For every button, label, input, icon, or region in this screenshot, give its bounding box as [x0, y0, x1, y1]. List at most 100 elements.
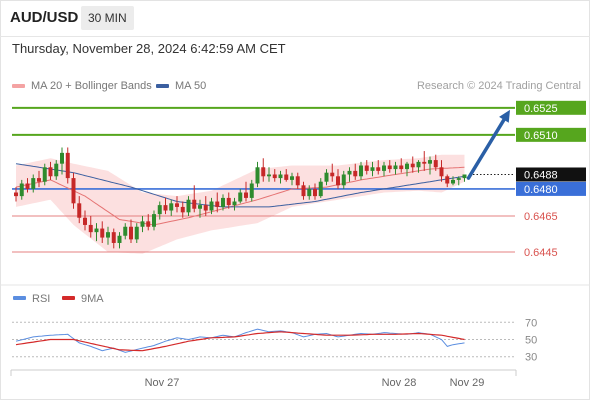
candle-body — [42, 167, 47, 182]
candle-body — [393, 165, 398, 170]
candle-body — [307, 188, 312, 197]
candle-body — [405, 163, 409, 170]
candle-body — [180, 206, 185, 213]
ma50-swatch-icon — [156, 84, 169, 89]
legend-label-ma50: MA 50 — [175, 80, 207, 92]
candle-body — [410, 163, 415, 168]
candle-body — [232, 201, 237, 206]
candles-layer — [14, 147, 467, 249]
candle-body — [152, 214, 156, 227]
candle-body — [117, 235, 122, 243]
candle-body — [330, 172, 335, 177]
candle-body — [295, 176, 300, 186]
last-price-tag-label: 0.6488 — [524, 169, 558, 181]
candle-body — [290, 176, 294, 180]
candle-body — [134, 226, 139, 240]
candle-body — [111, 232, 116, 243]
candle-body — [71, 178, 76, 204]
forecast-arrow-shaft — [466, 117, 507, 180]
candle-body — [209, 201, 214, 211]
candle-body — [88, 224, 93, 233]
candle-body — [169, 203, 174, 211]
moving-average-layer — [15, 163, 465, 226]
candle-body — [226, 197, 231, 206]
candle-body — [100, 228, 105, 238]
candle-body — [123, 226, 128, 236]
candle-body — [347, 170, 352, 175]
candle-body — [106, 232, 110, 238]
candle-body — [60, 152, 64, 164]
candle-body — [238, 192, 243, 202]
resistance-tag — [516, 127, 586, 142]
support-label: 0.6445 — [524, 247, 558, 259]
candle-body — [249, 183, 254, 198]
candle-body — [198, 205, 202, 209]
time-axis: Nov 27 Nov 28 Nov 29 — [10, 369, 517, 389]
candle-body — [175, 203, 179, 207]
candle-body — [267, 174, 271, 177]
candle-body — [215, 201, 220, 207]
candle-body — [244, 192, 248, 198]
rsi-line — [15, 328, 465, 353]
candle-body — [416, 161, 421, 168]
candle-body — [382, 165, 386, 171]
legend-item-ma20: MA 20 + Bollinger Bands — [12, 80, 152, 92]
candle-body — [54, 163, 59, 177]
rsi-tick-label: 30 — [525, 352, 537, 364]
candle-body — [163, 205, 168, 211]
candle-body — [456, 178, 461, 180]
candle-body — [301, 185, 306, 197]
timeframe-button[interactable]: 30 MIN — [81, 6, 134, 30]
candle-body — [192, 199, 197, 209]
candle-body — [25, 183, 30, 189]
candle-body — [439, 167, 444, 177]
rsi-ma-swatch-icon — [62, 296, 75, 300]
candle-body — [445, 176, 450, 184]
support-label: 0.6465 — [524, 211, 558, 223]
candle-body — [272, 174, 277, 179]
candle-body — [353, 170, 358, 177]
candle-body — [48, 167, 53, 177]
time-axis-label: Nov 29 — [450, 377, 485, 389]
candle-body — [203, 205, 208, 211]
candle-body — [65, 152, 70, 179]
candle-body — [399, 165, 404, 170]
candle-body — [255, 167, 260, 184]
candle-body — [157, 205, 162, 215]
last-price-tag — [516, 167, 586, 182]
rsi-ma-legend-label: 9MA — [81, 293, 104, 305]
rsi-legend-label: RSI — [32, 293, 50, 305]
candle-body — [359, 165, 363, 177]
candle-body — [94, 228, 99, 233]
candle-body — [376, 167, 381, 171]
level-labels-layer: 0.6525 0.6510 0.6488 0.6480 0.6465 0.6445 — [516, 100, 586, 259]
candle-body — [278, 174, 283, 179]
legend-item-ma50: MA 50 — [156, 80, 206, 92]
candle-body — [336, 176, 340, 186]
ma50-line — [15, 163, 465, 208]
candle-body — [129, 226, 133, 240]
candle-body — [14, 192, 18, 197]
resistance-tag-label: 0.6525 — [524, 103, 558, 115]
timestamp-label: Thursday, November 28, 2024 6:42:59 AM C… — [12, 41, 286, 56]
candle-body — [77, 203, 82, 218]
candle-body — [341, 174, 346, 186]
resistance-tag — [516, 100, 586, 115]
candle-body — [284, 174, 289, 180]
candle-body — [186, 199, 191, 213]
candle-body — [364, 165, 369, 171]
rsi-panel: RSI 9MA 70 50 30 — [0, 284, 590, 364]
candle-body — [428, 160, 432, 164]
header-divider — [0, 36, 590, 37]
time-axis-label: Nov 27 — [145, 377, 180, 389]
candle-body — [146, 221, 151, 227]
credit-label: Research © 2024 Trading Central — [416, 80, 581, 92]
candle-body — [370, 167, 375, 171]
rsi-swatch-icon — [13, 296, 26, 300]
candle-body — [31, 178, 36, 189]
legend-label-ma20: MA 20 + Bollinger Bands — [31, 80, 152, 92]
candle-body — [318, 181, 323, 197]
rsi-tick-label: 70 — [525, 317, 537, 329]
candle-body — [387, 165, 392, 170]
